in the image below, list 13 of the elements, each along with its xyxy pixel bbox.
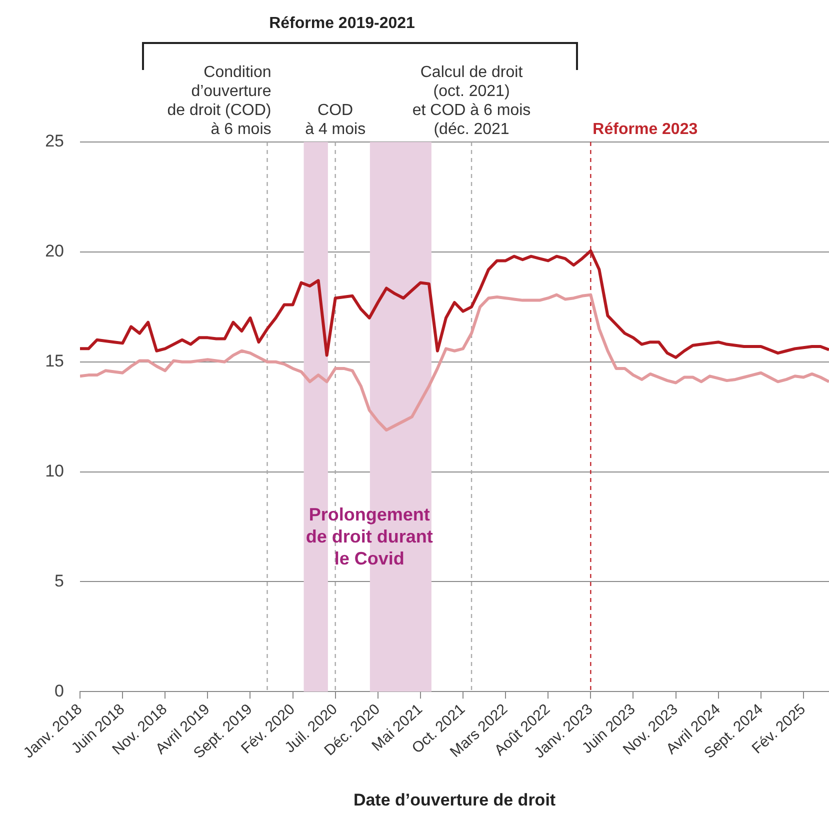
- y-tick-label: 10: [45, 461, 64, 480]
- y-tick-label: 25: [45, 132, 64, 151]
- x-axis-title: Date d’ouverture de droit: [353, 790, 556, 810]
- y-tick-label: 15: [45, 352, 64, 371]
- y-tick-label: 20: [45, 242, 64, 261]
- ref-line-label: Réforme 2023: [592, 121, 698, 138]
- annotation: Prolongement de droit durant le Covid: [306, 504, 433, 569]
- ref-line-label: Calcul de droit (oct. 2021) et COD à 6 mois (déc. 2021: [412, 64, 531, 138]
- text: Réforme 2019-2021: [269, 15, 416, 32]
- y-tick-label: 5: [54, 571, 64, 590]
- y-tick-label: 0: [54, 681, 64, 700]
- ref-line-label: COD à 4 mois: [305, 102, 366, 138]
- ref-line-label: Condition d’ouverture de droit (COD) à 6 mois: [167, 64, 272, 138]
